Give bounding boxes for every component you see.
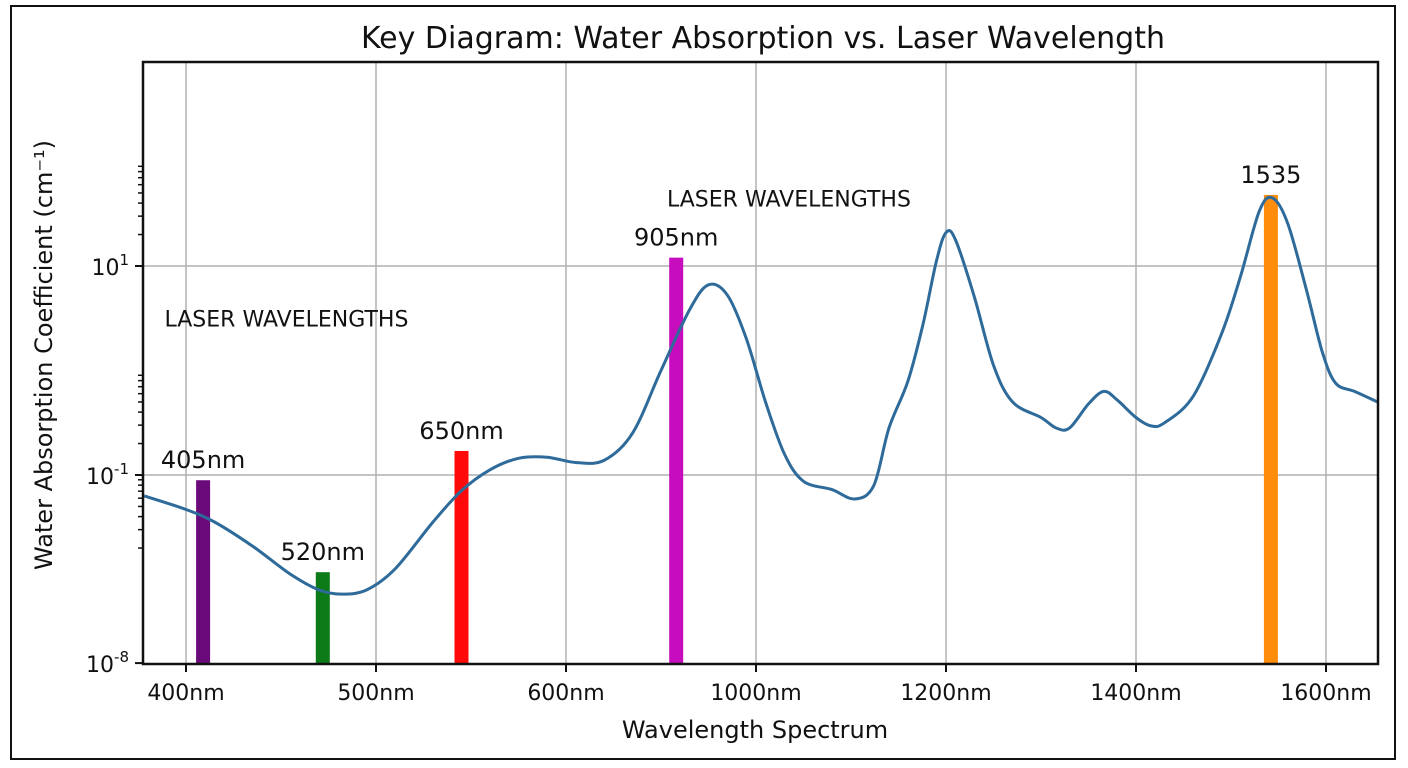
y-tick-exponent: -8	[114, 648, 129, 666]
y-tick-label: 10-1	[86, 460, 129, 490]
annotations: LASER WAVELENGTHS LASER WAVELENGTHS	[165, 187, 911, 332]
laser-bar-650nm	[454, 450, 469, 664]
annotation-laser-wavelengths: LASER WAVELENGTHS	[165, 308, 409, 333]
x-tick-label: 500nm	[337, 681, 414, 706]
laser-bars: 405nm 520nm 650nm 905nm 1535	[161, 161, 1301, 664]
x-tick-label: 1600nm	[1280, 681, 1371, 706]
bar-label: 520nm	[281, 538, 365, 566]
y-tick-base: 10	[86, 653, 114, 678]
laser-bar-905nm	[669, 257, 684, 664]
x-axis: 400nm 500nm 600nm 1000nm 1200nm 1400nm 1600nm	[147, 664, 1372, 706]
x-tick-label: 1400nm	[1090, 681, 1181, 706]
x-axis-label: Wavelength Spectrum	[622, 716, 888, 744]
absorption-curve-group	[143, 195, 1378, 596]
laser-bar-520nm	[315, 572, 330, 664]
annotation-laser-wavelengths: LASER WAVELENGTHS	[667, 187, 911, 212]
bar-label: 650nm	[419, 417, 503, 445]
laser-bar-405nm	[196, 480, 211, 664]
x-tick-label: 400nm	[147, 681, 224, 706]
bar-label: 405nm	[161, 446, 245, 474]
y-tick-label: 101	[91, 251, 129, 281]
y-tick-exponent: -1	[114, 460, 129, 478]
plot-area-border	[141, 60, 1380, 666]
y-tick-base: 10	[86, 465, 114, 490]
laser-bar-1535	[1263, 194, 1278, 664]
figure-frame	[10, 5, 1396, 760]
y-axis-label: Water Absorption Coefficient (cm⁻¹)	[30, 140, 58, 570]
absorption-curve	[143, 195, 1378, 596]
y-tick-label: 10-8	[86, 648, 129, 678]
bar-label: 1535	[1240, 161, 1301, 189]
y-tick-base: 10	[91, 256, 119, 281]
grid	[143, 62, 1378, 664]
chart-title: Key Diagram: Water Absorption vs. Laser …	[361, 21, 1165, 56]
x-tick-label: 1000nm	[710, 681, 801, 706]
x-tick-label: 600nm	[527, 681, 604, 706]
y-tick-exponent: 1	[119, 251, 129, 269]
bar-label: 905nm	[634, 224, 718, 252]
x-tick-label: 1200nm	[900, 681, 991, 706]
